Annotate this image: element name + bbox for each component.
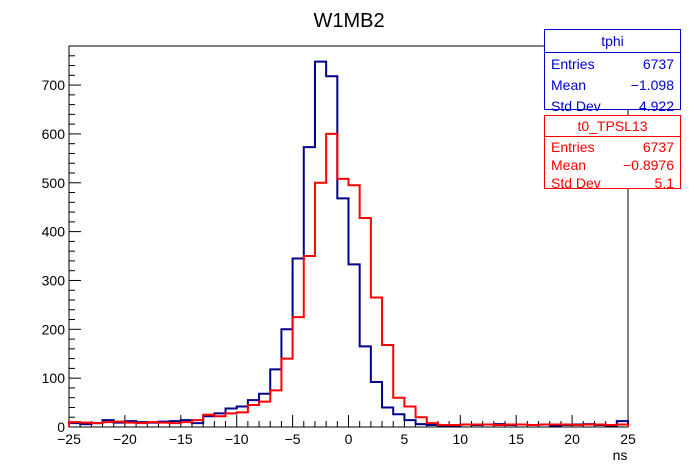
- stats-value: 6737: [642, 139, 674, 155]
- stats-row-entries: Entries 6737: [551, 54, 674, 75]
- stats-row-mean: Mean −1.098: [551, 75, 674, 96]
- x-tick-label: 5: [401, 431, 409, 447]
- stats-value: −0.8976: [623, 157, 674, 173]
- x-tick-label: 25: [620, 431, 636, 447]
- y-tick-label: 300: [42, 272, 66, 288]
- stats-value: −1.098: [630, 77, 674, 93]
- stats-value: 4.922: [638, 98, 674, 114]
- x-tick-label: −20: [113, 431, 137, 447]
- y-tick-label: 500: [42, 175, 66, 191]
- y-tick-label: 100: [42, 370, 66, 386]
- stats-label: Entries: [551, 56, 595, 72]
- y-tick-label: 200: [42, 321, 66, 337]
- stats-row-stddev: Std Dev 5.1: [551, 174, 674, 192]
- y-tick-label: 700: [42, 77, 66, 93]
- x-tick-label: 20: [564, 431, 580, 447]
- chart-title: W1MB2: [313, 10, 384, 32]
- x-tick-label: −10: [225, 431, 249, 447]
- stats-box-tphi: tphi Entries 6737 Mean −1.098 Std Dev 4.…: [544, 29, 681, 114]
- stats-row-mean: Mean −0.8976: [551, 156, 674, 174]
- stats-label: Std Dev: [551, 98, 601, 114]
- x-tick-label: 15: [508, 431, 524, 447]
- stats-label: Std Dev: [551, 175, 601, 191]
- x-tick-label: −5: [285, 431, 301, 447]
- series-t0-tpsl13: [68, 132, 629, 427]
- stats-box-t0-tpsl13: t0_TPSL13 Entries 6737 Mean −0.8976 Std …: [544, 115, 681, 192]
- stats-label: Entries: [551, 139, 595, 155]
- x-axis-label: ns: [613, 447, 628, 463]
- stats-box-title: tphi: [545, 30, 680, 53]
- stats-box-title: t0_TPSL13: [545, 116, 680, 137]
- y-axis: 0 100 200 300 400 500 600 700: [42, 45, 81, 435]
- stats-label: Mean: [551, 77, 587, 93]
- stats-value: 5.1: [654, 175, 674, 191]
- y-tick-label: 600: [42, 126, 66, 142]
- series-layer: [68, 60, 629, 427]
- y-tick-label: 0: [57, 419, 65, 435]
- stats-row-stddev: Std Dev 4.922: [551, 96, 674, 117]
- x-tick-label: −25: [57, 431, 81, 447]
- stats-value: 6737: [642, 56, 674, 72]
- stats-label: Mean: [551, 157, 587, 173]
- x-tick-label: −15: [169, 431, 193, 447]
- x-tick-label: 0: [345, 431, 353, 447]
- y-tick-label: 400: [42, 224, 66, 240]
- x-tick-label: 10: [453, 431, 469, 447]
- stats-row-entries: Entries 6737: [551, 138, 674, 156]
- x-axis: −25 −20 −15 −10 −5 0 5 10 15 20 25: [57, 415, 636, 447]
